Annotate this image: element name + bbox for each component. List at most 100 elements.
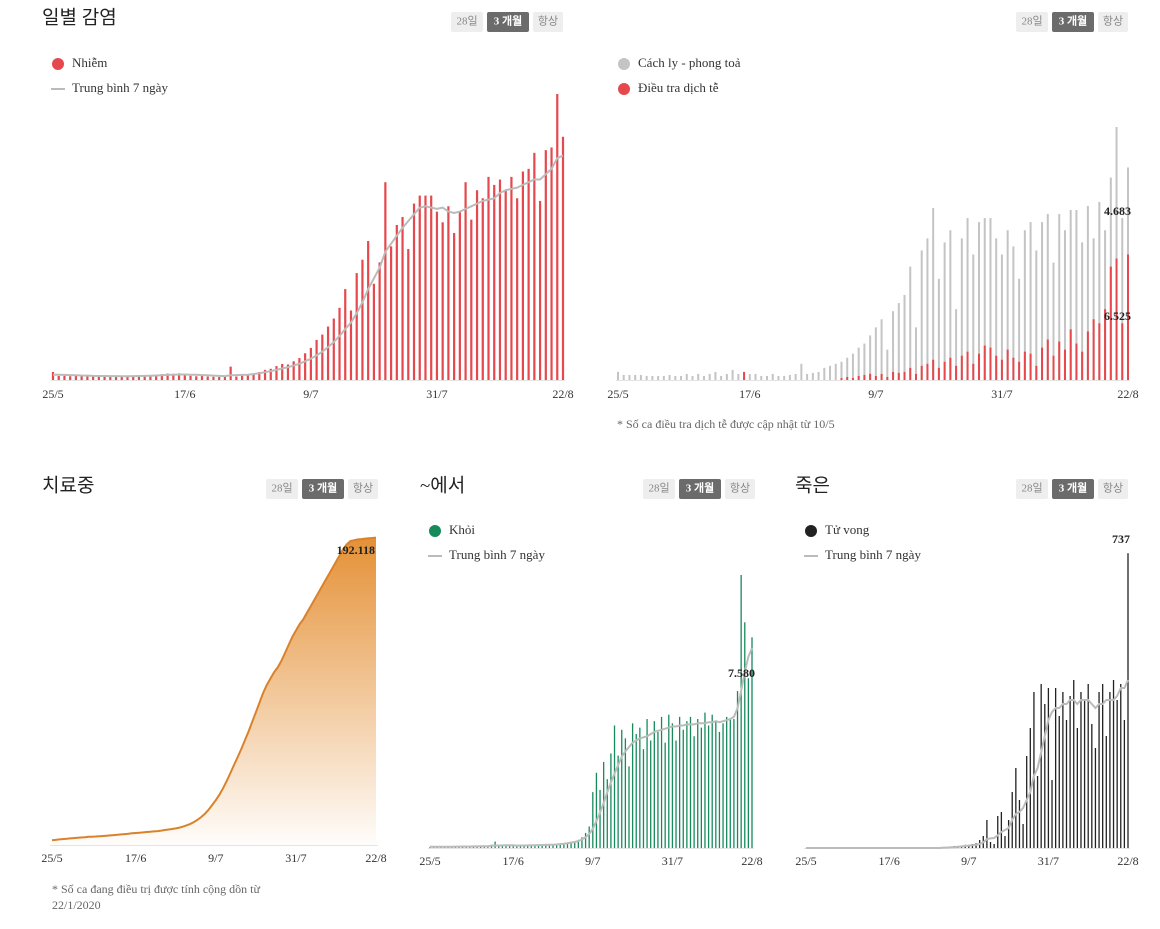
tab-label[interactable]: 28일: [1021, 14, 1042, 28]
bar: [51, 371, 55, 380]
x-tick-label: 9/7: [868, 387, 883, 401]
bar: [989, 218, 992, 380]
bar: [817, 371, 820, 380]
tab-button[interactable]: [1052, 12, 1094, 32]
tab-button[interactable]: [1016, 479, 1048, 499]
tab-label[interactable]: 28일: [1021, 481, 1042, 495]
tab-label[interactable]: 3 개월: [309, 481, 338, 495]
bar: [880, 373, 883, 380]
tab-button[interactable]: [348, 479, 378, 499]
x-tick-label: 22/8: [552, 387, 573, 401]
bar: [989, 347, 992, 380]
tab-label[interactable]: 항상: [1103, 15, 1123, 28]
tab-label[interactable]: 항상: [730, 482, 750, 495]
bar: [1041, 222, 1044, 380]
bar: [63, 375, 66, 380]
bar: [777, 375, 780, 380]
bar: [223, 376, 227, 380]
bar: [1035, 365, 1038, 380]
tab-button[interactable]: [643, 479, 675, 499]
tab-button[interactable]: [451, 12, 483, 32]
tab-button[interactable]: [487, 12, 529, 32]
bar: [715, 721, 717, 848]
tab-label[interactable]: 28일: [648, 481, 669, 495]
tab-button[interactable]: [679, 479, 721, 499]
x-tick-label: 22/8: [365, 851, 386, 865]
bar: [617, 371, 619, 380]
tab-label[interactable]: 3 개월: [494, 14, 523, 28]
tab-label[interactable]: 3 개월: [1059, 14, 1088, 28]
tab-label[interactable]: 3 개월: [686, 481, 715, 495]
bar: [1121, 218, 1124, 380]
bar: [1112, 680, 1115, 848]
bar: [704, 712, 706, 848]
bar: [258, 371, 261, 380]
tab-button[interactable]: [302, 479, 344, 499]
bar: [834, 363, 837, 380]
bar: [537, 845, 540, 848]
bar: [521, 171, 524, 380]
annotation: 4.683: [1104, 204, 1131, 218]
bar: [707, 725, 710, 848]
tab-button[interactable]: [1052, 479, 1094, 499]
bar: [675, 740, 677, 848]
x-tick-label: 31/7: [991, 387, 1012, 401]
tab-button[interactable]: [266, 479, 298, 499]
tab-label[interactable]: 3 개월: [1059, 481, 1088, 495]
bar: [751, 637, 753, 848]
tab-label[interactable]: 항상: [1103, 482, 1123, 495]
bar: [903, 371, 906, 380]
bar: [610, 753, 612, 848]
bar: [599, 789, 601, 848]
bar: [424, 195, 427, 380]
tab-label[interactable]: 항상: [353, 482, 373, 495]
bar: [1105, 736, 1107, 848]
bar: [200, 375, 204, 380]
bar: [229, 366, 232, 380]
bar: [635, 734, 637, 848]
bar: [628, 766, 630, 848]
tab-button[interactable]: [1016, 12, 1048, 32]
bar: [642, 749, 645, 848]
bar: [1036, 776, 1039, 848]
bar: [160, 374, 163, 380]
bar: [1115, 258, 1118, 380]
bar: [563, 843, 565, 848]
tab-button[interactable]: [1098, 12, 1128, 32]
bar: [581, 837, 583, 848]
tab-label[interactable]: 항상: [538, 15, 558, 28]
bar: [1069, 696, 1071, 848]
bar: [1075, 209, 1078, 380]
bar: [235, 376, 238, 380]
bar: [932, 207, 935, 380]
legend-label: Trung bình 7 ngày: [449, 547, 545, 562]
bar: [823, 367, 826, 380]
bar: [92, 375, 95, 380]
tab-button[interactable]: [725, 479, 755, 499]
tab-label[interactable]: 28일: [456, 14, 477, 28]
bar: [972, 254, 975, 380]
bar: [668, 374, 671, 380]
x-tick-label: 31/7: [662, 854, 683, 868]
bar: [978, 222, 981, 380]
tab-button[interactable]: [1098, 479, 1128, 499]
bar: [550, 147, 553, 380]
bar: [968, 846, 970, 848]
bar: [682, 729, 684, 848]
bar: [570, 841, 572, 848]
bar: [686, 721, 688, 848]
bar: [338, 307, 341, 380]
bar: [771, 373, 774, 380]
chart-title: 죽은: [795, 475, 830, 496]
bar: [435, 211, 439, 380]
tab-label[interactable]: 28일: [271, 481, 292, 495]
bar: [1080, 692, 1082, 848]
tab-button[interactable]: [533, 12, 563, 32]
x-tick-label: 31/7: [1038, 854, 1059, 868]
bar: [505, 845, 507, 848]
bar: [892, 371, 895, 380]
annotation: 6.525: [1104, 309, 1131, 323]
bar: [983, 218, 986, 380]
bar: [269, 368, 272, 380]
bar: [559, 843, 561, 848]
